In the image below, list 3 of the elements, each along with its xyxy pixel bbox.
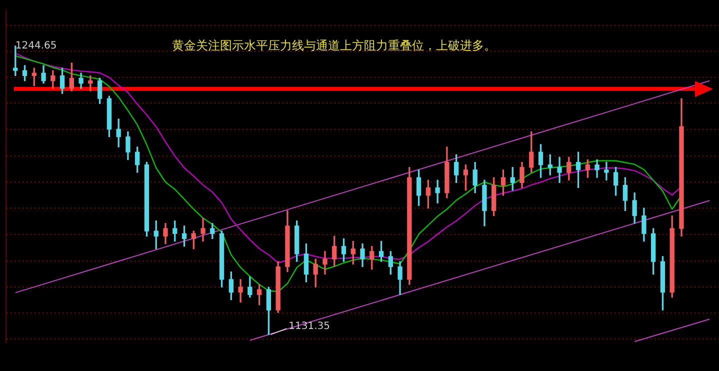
annotation: 1244.65 xyxy=(15,40,57,52)
text: 黄金关注图示水平压力线与通道上方阻力重叠位，上破进多。 xyxy=(172,38,496,52)
annotation: 1131.35 xyxy=(288,321,330,332)
